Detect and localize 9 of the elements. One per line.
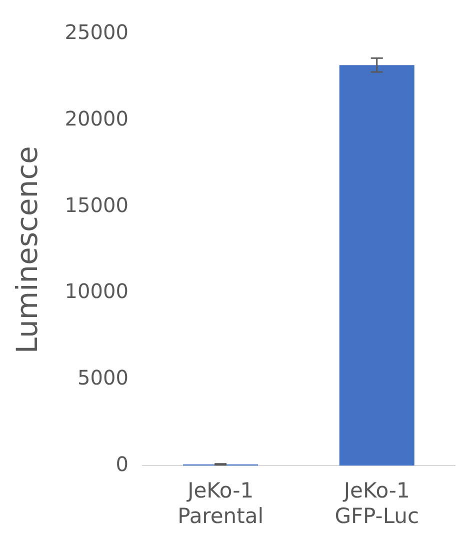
y-tick-label: 0 — [116, 452, 128, 476]
x-tick-label: JeKo-1 GFP-Luc — [334, 478, 420, 528]
y-tick-label: 10000 — [64, 279, 128, 304]
y-tick-label: 25000 — [64, 20, 128, 44]
y-axis-title: Luminescence — [10, 146, 44, 354]
y-tick-label: 5000 — [78, 365, 128, 390]
y-tick-label: 20000 — [64, 106, 128, 131]
x-tick-label: JeKo-1 Parental — [178, 478, 264, 528]
y-tick-label: 15000 — [64, 192, 128, 217]
